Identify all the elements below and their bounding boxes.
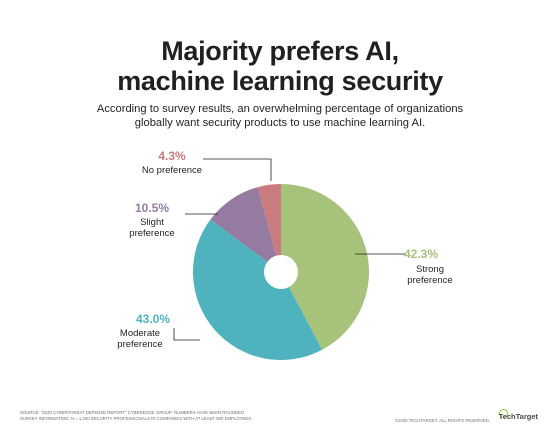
slice-percent-3: 4.3%: [158, 149, 186, 163]
chart-subtitle-line-2: globally want security products to use m…: [134, 117, 426, 129]
slice-label-0-1: preference: [407, 275, 452, 286]
pie-slice-1: [193, 219, 323, 360]
slice-percent-2: 10.5%: [135, 201, 169, 215]
chart-title: Majority prefers AI, machine learning se…: [0, 36, 560, 96]
source-note: Source: "2020 Cyberthreat Defense Report…: [20, 410, 400, 422]
slice-label-2-1: preference: [129, 228, 174, 239]
chart-subtitle: According to survey results, an overwhel…: [0, 102, 560, 130]
donut-hole: [264, 255, 298, 289]
slice-label-0-0: Strong: [416, 264, 444, 275]
slice-label-2-0: Slight: [140, 217, 164, 228]
techtarget-logo-icon: [499, 409, 508, 418]
slice-label-1-1: preference: [117, 339, 162, 350]
slice-label-1-0: Moderate: [120, 328, 160, 339]
leader-line-3: [203, 158, 272, 181]
pie-slice-2: [210, 187, 281, 272]
chart-title-line-1: Majority prefers AI,: [161, 36, 399, 66]
pie-slice-0: [281, 184, 369, 350]
slice-percent-0: 42.3%: [404, 247, 438, 261]
slice-percent-1: 43.0%: [136, 312, 170, 326]
techtarget-logo: TechTarget: [498, 412, 538, 421]
copyright-text: ©2020 TechTarget. All rights reserved.: [394, 418, 490, 423]
source-note-line-1: Source: "2020 Cyberthreat Defense Report…: [20, 410, 244, 415]
source-note-line-2: Survey information: N = 1,200 security p…: [20, 416, 252, 421]
pie-slice-3: [257, 184, 281, 272]
chart-subtitle-line-1: According to survey results, an overwhel…: [96, 103, 464, 115]
leader-line-1: [173, 328, 200, 341]
chart-title-line-2: machine learning security: [117, 66, 443, 96]
slice-label-3-0: No preference: [142, 165, 202, 176]
